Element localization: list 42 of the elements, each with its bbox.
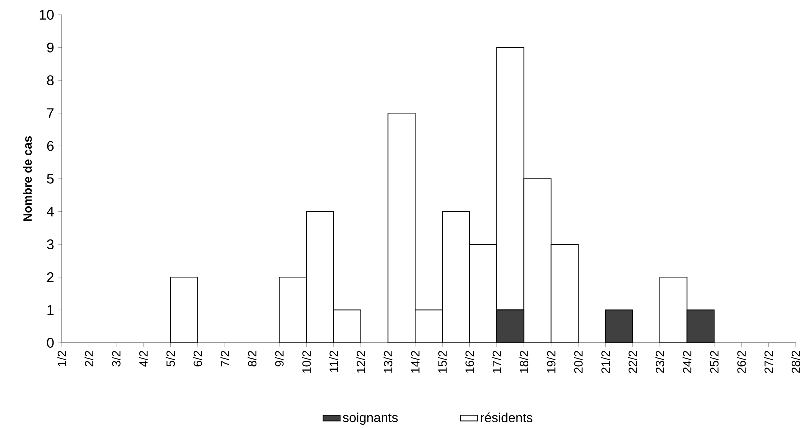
x-tick-label: 4/2 <box>139 351 148 367</box>
y-tick-label: 1 <box>48 305 54 316</box>
x-tick-label: 22/2 <box>628 351 638 374</box>
y-tick-label: 3 <box>47 240 54 250</box>
x-tick-label: 23/2 <box>656 351 664 374</box>
x-tick-label: 12/2 <box>356 351 366 373</box>
y-tick-label: 0 <box>47 338 54 348</box>
x-tick-label: 16/2 <box>465 351 474 373</box>
x-tick-label: 20/2 <box>574 351 583 374</box>
x-tick-label: 18/2 <box>520 351 529 373</box>
y-tick-label: 9 <box>47 42 54 53</box>
x-tick-label: 3/2 <box>112 351 121 367</box>
x-tick-label: 26/2 <box>737 351 746 374</box>
x-tick-label: 7/2 <box>220 351 230 367</box>
y-tick-label: 5 <box>47 174 54 184</box>
x-tick-label: 11/2 <box>329 351 338 372</box>
x-tick-label: 8/2 <box>248 351 257 367</box>
y-tick-label: 8 <box>47 76 54 86</box>
x-tick-label: 24/2 <box>682 351 692 374</box>
x-tick-label: 10/2 <box>302 351 312 373</box>
x-tick-label: 19/2 <box>546 351 556 373</box>
y-axis-title: Nombre de cas <box>23 136 32 222</box>
x-tick-label: 6/2 <box>194 351 202 367</box>
legend-label: soignants <box>343 412 398 425</box>
x-tick-label: 17/2 <box>492 351 502 373</box>
x-tick-label: 15/2 <box>438 351 447 373</box>
x-tick-label: 25/2 <box>710 351 719 374</box>
y-tick-label: 10 <box>40 10 54 20</box>
x-tick-label: 2/2 <box>84 351 94 367</box>
x-tick-label: 27/2 <box>764 351 774 374</box>
x-tick-label: 9/2 <box>275 351 284 367</box>
x-tick-label: 1/2 <box>58 351 66 366</box>
x-tick-label: 5/2 <box>166 351 176 367</box>
x-tick-label: 21/2 <box>601 351 610 374</box>
y-tick-label: 2 <box>47 272 54 282</box>
legend-label: résidents <box>481 412 533 422</box>
x-tick-label: 28/2 <box>792 351 800 374</box>
x-tick-label: 13/2 <box>384 351 393 373</box>
y-tick-label: 4 <box>47 206 54 217</box>
y-tick-label: 6 <box>47 141 54 152</box>
x-tick-label: 14/2 <box>411 351 420 373</box>
y-tick-label: 7 <box>47 108 54 118</box>
